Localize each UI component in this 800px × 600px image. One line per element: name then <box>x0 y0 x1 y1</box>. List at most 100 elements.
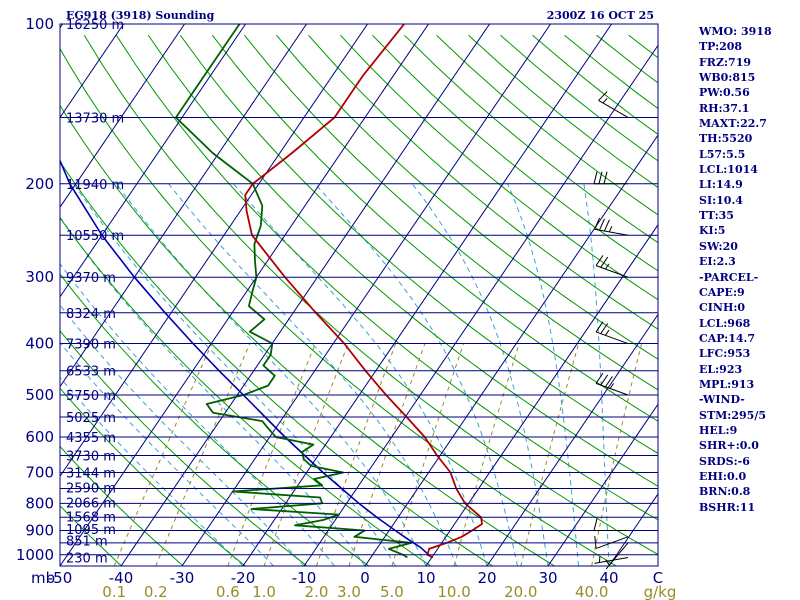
pressure-tick-label: 300 <box>25 268 54 286</box>
isotherm-line <box>303 44 658 566</box>
dry-adiabat-line <box>372 34 658 272</box>
wind-barb-staff <box>595 331 629 345</box>
height-label: 4355 m <box>66 431 116 446</box>
isotherm-line <box>486 313 658 566</box>
pressure-tick-label: 800 <box>25 494 54 512</box>
pressure-tick-label: 700 <box>25 464 54 482</box>
wind-barb-staff <box>605 542 629 570</box>
index-item: SW:20 <box>699 239 738 253</box>
dry-adiabat-line <box>244 34 658 391</box>
moist-adiabat-line <box>507 183 579 566</box>
isotherm-line <box>60 24 185 209</box>
mixing-ratio-label: 40.0 <box>575 583 608 600</box>
dry-adiabat-line <box>60 216 432 566</box>
wind-barb-flag <box>598 171 603 184</box>
mixing-ratio-line <box>155 343 251 566</box>
pressure-unit-label: mb <box>31 569 55 587</box>
dry-adiabat-line <box>340 34 658 301</box>
index-item: FRZ:719 <box>699 55 752 69</box>
mixing-ratio-label: 1.0 <box>252 583 276 600</box>
wind-barb-staff <box>594 557 629 564</box>
mixing-ratio-line <box>348 343 426 566</box>
temperature-tick-label: -10 <box>292 569 317 587</box>
wind-barb-flag <box>593 518 598 531</box>
index-item: TT:35 <box>699 209 734 223</box>
height-label: 1568 m <box>66 511 116 526</box>
dry-adiabat-line <box>147 34 658 487</box>
wind-barbs <box>593 91 629 570</box>
index-item: LFC:953 <box>699 347 751 361</box>
index-item: KI:5 <box>699 224 726 238</box>
isotherm-line <box>181 24 551 566</box>
wind-barb-flag <box>598 218 605 231</box>
index-item: SI:10.4 <box>699 193 743 207</box>
temperature-tick-label: -40 <box>109 569 134 587</box>
dry-adiabat-line <box>60 387 246 566</box>
wind-barb-flag <box>603 171 608 184</box>
wind-barb-half <box>605 559 610 566</box>
wind-barb-flag <box>594 217 601 230</box>
celsius-unit-label: C <box>653 569 663 587</box>
mixing-ratio-unit-label: g/kg <box>644 583 677 600</box>
height-label: 2590 m <box>66 482 116 497</box>
wind-barb-flag <box>598 91 608 101</box>
height-label: 13730 m <box>66 111 124 126</box>
wind-barb-half <box>605 329 610 336</box>
dry-adiabat-line <box>60 445 184 566</box>
pressure-tick-label: 500 <box>25 386 54 404</box>
mixing-ratio-label: 0.1 <box>102 583 126 600</box>
height-label: 230 m <box>66 552 108 567</box>
isotherm-line <box>120 24 490 566</box>
index-item: EL:923 <box>699 362 743 376</box>
height-label: 5025 m <box>66 411 116 426</box>
index-item: EHI:0.0 <box>699 469 747 483</box>
index-item: -PARCEL- <box>699 270 759 284</box>
dry-adiabat-line <box>60 104 555 566</box>
pressure-tick-label: 1000 <box>16 546 54 564</box>
dewpoint-trace-line <box>174 24 413 559</box>
dry-adiabat-line <box>60 273 370 566</box>
index-item: EI:2.3 <box>699 255 736 269</box>
height-label: 1095 m <box>66 523 116 538</box>
dry-adiabat-line <box>83 34 658 556</box>
isotherm-line <box>547 403 658 566</box>
index-item: LCL:1014 <box>699 163 758 177</box>
moist-adiabat-line <box>60 304 305 566</box>
index-item: SHR+:0.0 <box>699 439 759 453</box>
temperature-tick-label: 30 <box>538 569 557 587</box>
dry-adiabat-line <box>60 160 493 566</box>
dry-adiabat-line <box>308 34 658 330</box>
index-item: WB0:815 <box>699 71 756 85</box>
mixing-ratio-label: 10.0 <box>437 583 470 600</box>
index-item: RH:37.1 <box>699 101 750 115</box>
isotherm-line <box>60 24 124 119</box>
isotherm-line <box>0 24 2 566</box>
height-label: 3730 m <box>66 449 116 464</box>
pressure-tick-label: 100 <box>25 15 54 33</box>
moist-adiabat-line <box>314 183 518 566</box>
pressure-tick-label: 900 <box>25 521 54 539</box>
isotherm-line <box>242 24 612 566</box>
plot-frame <box>59 23 659 567</box>
wind-barb-half <box>608 226 613 233</box>
height-label: 851 m <box>66 535 108 550</box>
isotherm-line <box>425 223 658 566</box>
mixing-ratio-line <box>263 343 349 566</box>
height-label: 10550 m <box>66 229 124 244</box>
wind-barb-staff <box>595 265 629 278</box>
height-label: 2066 m <box>66 496 116 511</box>
wind-barb-staff <box>594 228 629 236</box>
pressure-tick-label: 600 <box>25 428 54 446</box>
index-item: -WIND- <box>699 393 745 407</box>
index-item: BSHR:11 <box>699 500 756 514</box>
wind-barb-flag <box>600 323 609 334</box>
wind-barb-flag <box>600 374 609 386</box>
index-item: HEL:9 <box>699 423 738 437</box>
mixing-ratio-label: 3.0 <box>337 583 361 600</box>
dry-adiabat-line <box>60 505 122 566</box>
pressure-tick-label: 400 <box>25 335 54 353</box>
mixing-ratio-line <box>227 343 316 566</box>
index-item: LI:14.9 <box>699 178 743 192</box>
moist-adiabat-line <box>116 183 427 566</box>
moist-adiabat-line <box>583 183 610 566</box>
